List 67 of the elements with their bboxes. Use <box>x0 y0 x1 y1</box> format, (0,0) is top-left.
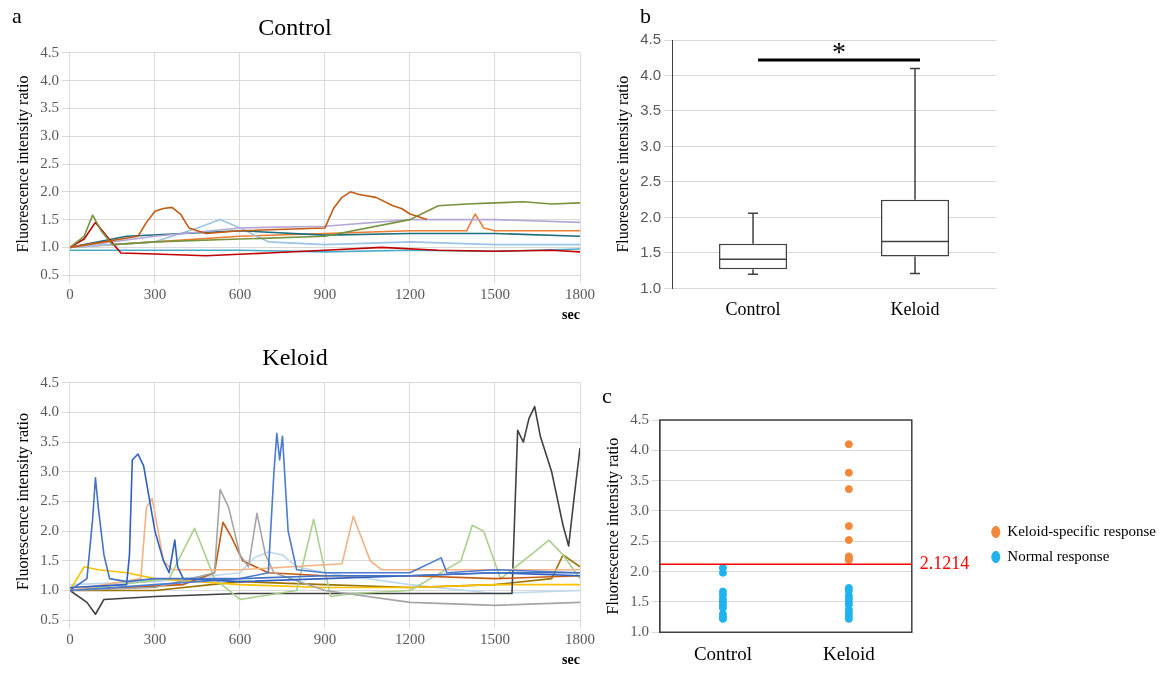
y-tick-label: 4.0 <box>40 403 59 420</box>
text: b <box>640 2 651 28</box>
legend-label: Normal response <box>1007 547 1110 564</box>
y-tick-label: 1.0 <box>40 238 59 255</box>
y-tick-label: 2.5 <box>40 492 59 509</box>
y-tick-label: 3.5 <box>40 99 59 116</box>
y-axis-title: Fluorescence intensity ratio <box>603 437 622 615</box>
x-tick-label: Control <box>725 298 781 319</box>
x-tick-label: 0 <box>66 286 74 303</box>
y-tick-label: 2.5 <box>630 532 649 549</box>
y-tick-label: 3.0 <box>640 136 662 154</box>
y-axis-title: Fluorescence intensity ratio <box>613 75 632 253</box>
y-tick-label: 1.5 <box>640 243 662 261</box>
y-tick-label: 3.0 <box>40 127 59 144</box>
y-tick-label: 2.5 <box>40 154 59 171</box>
y-tick-label: 1.5 <box>40 551 59 568</box>
y-tick-label: 1.0 <box>630 623 649 640</box>
y-tick-label: 3.5 <box>40 433 59 450</box>
x-tick-label: 300 <box>143 631 167 648</box>
y-tick-label: 4.0 <box>640 65 662 83</box>
x-tick-label: 1800 <box>565 631 595 648</box>
y-tick-label: 3.5 <box>640 101 662 119</box>
y-tick-label: 2.0 <box>630 562 649 579</box>
x-tick-label: 600 <box>228 631 252 648</box>
x-tick-label: 900 <box>313 286 337 303</box>
y-tick-label: 4.5 <box>640 30 662 48</box>
x-tick-label: 1500 <box>479 631 510 648</box>
y-tick-label: 4.5 <box>40 373 59 390</box>
x-tick-label: Keloid <box>890 298 940 319</box>
legend-label: Keloid-specific response <box>1007 522 1157 539</box>
x-tick-label: 300 <box>143 286 167 303</box>
x-tick-label: 1500 <box>479 286 510 303</box>
y-tick-label: 1.5 <box>40 210 59 227</box>
y-tick-label: 1.5 <box>630 592 649 609</box>
y-tick-label: 1.0 <box>640 278 662 296</box>
x-axis-title: sec <box>562 307 580 323</box>
y-tick-label: 2.0 <box>640 207 662 225</box>
x-tick-label: 600 <box>228 286 252 303</box>
x-tick-label: Keloid <box>822 642 876 664</box>
x-tick-label: 900 <box>313 631 337 648</box>
x-tick-label: 1800 <box>565 286 595 303</box>
y-tick-label: 1.0 <box>40 581 59 598</box>
y-tick-label: 0.5 <box>40 611 59 628</box>
y-axis-title: Fluorescence intensity ratio <box>13 75 32 253</box>
y-tick-label: 2.0 <box>40 182 59 199</box>
chart-title: Control <box>258 13 332 40</box>
text: a <box>12 2 22 28</box>
y-axis-title: Fluorescence intensity ratio <box>13 413 32 590</box>
annotation: * <box>832 36 847 68</box>
y-tick-label: 2.0 <box>40 522 59 539</box>
x-tick-label: 0 <box>66 631 74 648</box>
y-tick-label: 3.5 <box>630 471 649 488</box>
y-tick-label: 3.0 <box>630 501 649 518</box>
ref-line-label: 2.1214 <box>919 552 970 573</box>
x-tick-label: Control <box>693 642 752 664</box>
x-tick-label: 1200 <box>394 631 425 648</box>
y-tick-label: 4.5 <box>40 43 59 60</box>
x-tick-label: 1200 <box>394 286 425 303</box>
y-tick-label: 4.5 <box>630 410 649 427</box>
chart-title: Keloid <box>262 343 328 370</box>
y-tick-label: 0.5 <box>40 266 59 283</box>
y-tick-label: 3.0 <box>40 462 59 479</box>
x-axis-title: sec <box>562 652 580 668</box>
y-tick-label: 4.0 <box>40 71 59 88</box>
y-tick-label: 4.0 <box>630 441 649 458</box>
text: c <box>602 382 612 408</box>
y-tick-label: 2.5 <box>640 172 662 190</box>
